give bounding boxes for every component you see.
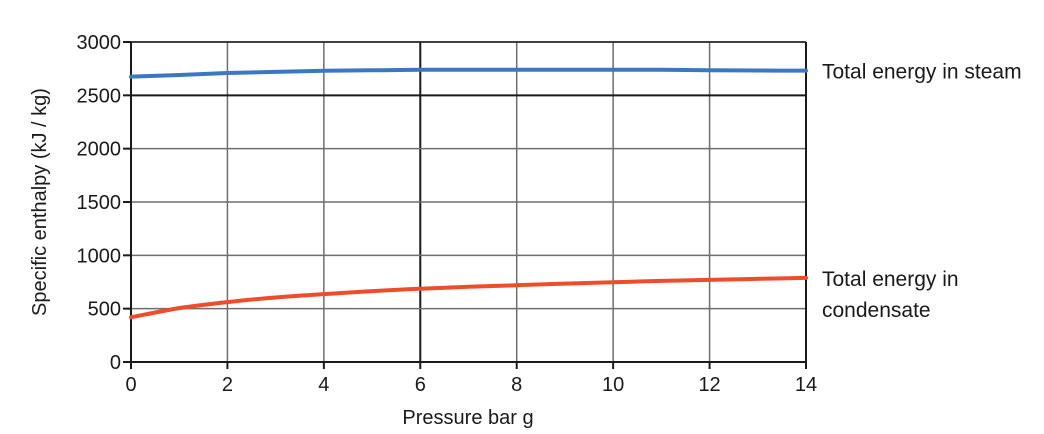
series-line-steam (129, 67, 808, 79)
x-tick-label: 14 (795, 374, 817, 396)
y-tick-label: 2500 (77, 85, 122, 107)
y-tick-label: 3000 (77, 32, 122, 54)
x-tick-label: 8 (511, 374, 522, 396)
x-axis-label: Pressure bar g (402, 407, 533, 429)
x-tick-label: 10 (602, 374, 624, 396)
series-line-condensate (129, 275, 808, 320)
series-label-line: condensate (822, 299, 931, 322)
y-axis-label: Specific enthalpy (kJ / kg) (29, 88, 51, 316)
y-tick-label: 1500 (77, 192, 122, 214)
x-tick-label: 2 (222, 374, 233, 396)
y-tick-label: 0 (110, 352, 121, 374)
x-tick-label: 4 (318, 374, 329, 396)
x-tick-label: 6 (415, 374, 426, 396)
series-label-steam: Total energy in steam (822, 61, 1022, 84)
series-label-line: Total energy in (822, 268, 959, 291)
series-label-condensate: Total energy in condensate (822, 268, 959, 322)
series-label-line: Total energy in steam (822, 61, 1022, 84)
series-lines (129, 67, 808, 320)
x-tick-label: 12 (698, 374, 720, 396)
x-tick-label: 0 (125, 374, 136, 396)
y-tick-label: 2000 (77, 139, 122, 161)
tick-labels: 0 500 1000 1500 2000 2500 3000 0 2 4 6 8 10 12 14 (77, 32, 818, 396)
series-labels: Total energy in steam Total energy in cond… (822, 61, 1022, 322)
y-tick-label: 1000 (77, 245, 122, 267)
y-tick-label: 500 (88, 299, 121, 321)
